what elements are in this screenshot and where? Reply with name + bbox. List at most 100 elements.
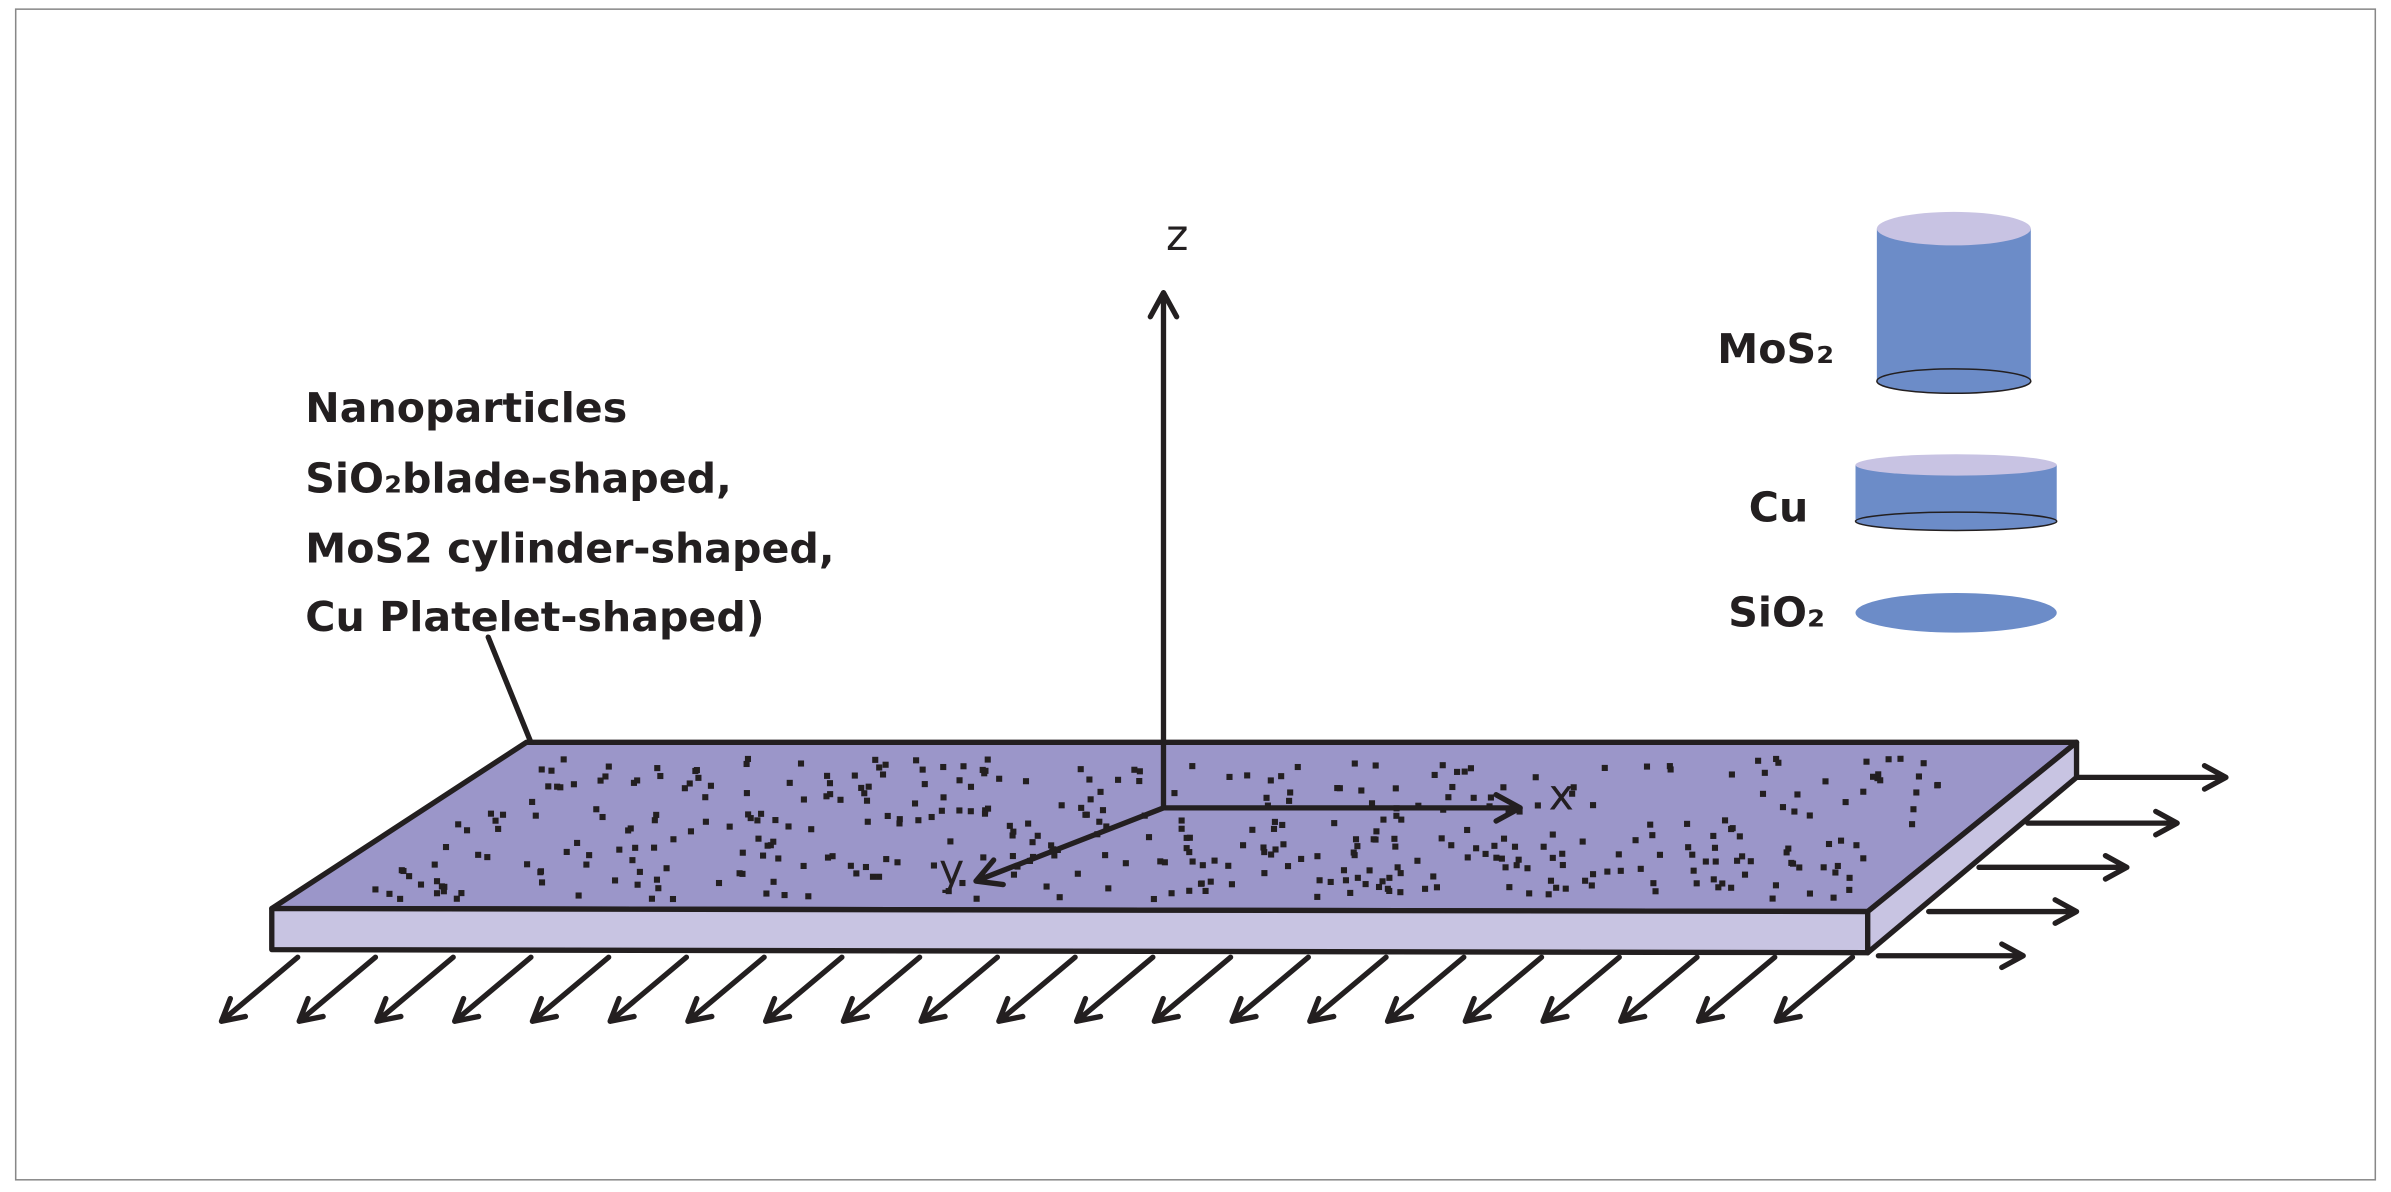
particle	[930, 862, 937, 869]
particle	[1009, 852, 1016, 860]
particle	[455, 821, 462, 828]
particle	[1278, 773, 1285, 780]
particle	[1515, 856, 1522, 863]
particle	[475, 851, 482, 858]
particle	[1048, 842, 1055, 849]
arrow	[685, 954, 767, 1024]
particle	[967, 808, 974, 815]
particle	[574, 839, 581, 846]
arrow	[2025, 808, 2180, 838]
particle	[1913, 789, 1920, 796]
particle	[1667, 766, 1674, 773]
particle	[1115, 776, 1122, 783]
particle	[1842, 799, 1849, 806]
particle	[1820, 864, 1827, 871]
particle	[1685, 844, 1692, 851]
particle	[1772, 882, 1780, 889]
particle	[1260, 844, 1267, 851]
arrow	[374, 954, 456, 1024]
particle	[772, 817, 779, 824]
particle	[616, 846, 623, 853]
particle	[1183, 834, 1190, 841]
legend-label: MoS₂	[1717, 325, 1834, 373]
cu-bottom	[1854, 511, 2058, 532]
particle	[1226, 773, 1233, 780]
particle	[928, 813, 935, 821]
particle	[1524, 865, 1531, 872]
particle	[1920, 760, 1927, 767]
particle	[1087, 796, 1094, 803]
particle	[702, 794, 709, 801]
particle	[1863, 758, 1870, 765]
particle	[632, 844, 639, 851]
particle	[1860, 855, 1867, 862]
particle	[1467, 765, 1474, 772]
particle	[1074, 870, 1081, 877]
particle	[1710, 876, 1717, 883]
particle	[1637, 865, 1644, 872]
particle	[1500, 835, 1508, 842]
arrow	[1160, 792, 1523, 824]
particle	[1316, 877, 1323, 884]
particle	[1689, 851, 1696, 858]
particle	[651, 844, 658, 851]
particle	[1830, 894, 1837, 901]
plate-front	[269, 905, 1871, 956]
particle	[1747, 858, 1754, 865]
particle	[1352, 836, 1360, 843]
particle	[921, 781, 928, 788]
particle	[634, 881, 641, 888]
particle	[1589, 871, 1597, 878]
arrow	[1875, 941, 2026, 971]
arrow	[529, 954, 612, 1024]
particle	[557, 784, 564, 791]
particle	[865, 783, 872, 790]
particle	[1056, 894, 1063, 901]
particle	[1934, 781, 1941, 789]
particle	[1885, 756, 1892, 763]
particle	[560, 756, 567, 763]
particle	[1846, 886, 1853, 893]
particle	[1392, 843, 1399, 850]
particle	[1261, 849, 1268, 856]
particle	[1263, 794, 1270, 801]
particle	[1010, 828, 1017, 835]
particle	[876, 764, 883, 771]
particle	[1202, 887, 1209, 894]
load-arrows	[218, 763, 2229, 1024]
particle	[1736, 833, 1743, 840]
particle	[879, 771, 887, 778]
particle	[1719, 880, 1726, 887]
particle	[1178, 825, 1185, 832]
particle	[1351, 760, 1358, 767]
particle	[1286, 797, 1293, 804]
particle	[1454, 768, 1461, 775]
particle	[1186, 887, 1193, 894]
particle	[1375, 883, 1383, 891]
particle	[883, 856, 890, 863]
arrow	[296, 954, 379, 1024]
particle	[1461, 768, 1468, 775]
particle	[630, 779, 637, 786]
particle	[1684, 820, 1691, 827]
particle	[1649, 832, 1656, 839]
particle	[1386, 887, 1393, 894]
particle	[1438, 835, 1445, 842]
particle	[864, 818, 871, 825]
particle	[775, 855, 782, 862]
particle	[538, 879, 546, 886]
particle	[1712, 858, 1719, 865]
particle	[681, 785, 688, 792]
particle	[532, 812, 539, 819]
particle	[1244, 772, 1251, 779]
particle	[743, 790, 750, 797]
particle	[743, 760, 750, 768]
legend-label: Cu	[1749, 483, 1808, 531]
particle	[669, 895, 677, 903]
particle	[1540, 843, 1547, 850]
particle	[634, 777, 641, 784]
particle	[1549, 831, 1556, 838]
arrow	[452, 954, 534, 1024]
particle	[1562, 885, 1569, 892]
particle	[1690, 867, 1697, 874]
